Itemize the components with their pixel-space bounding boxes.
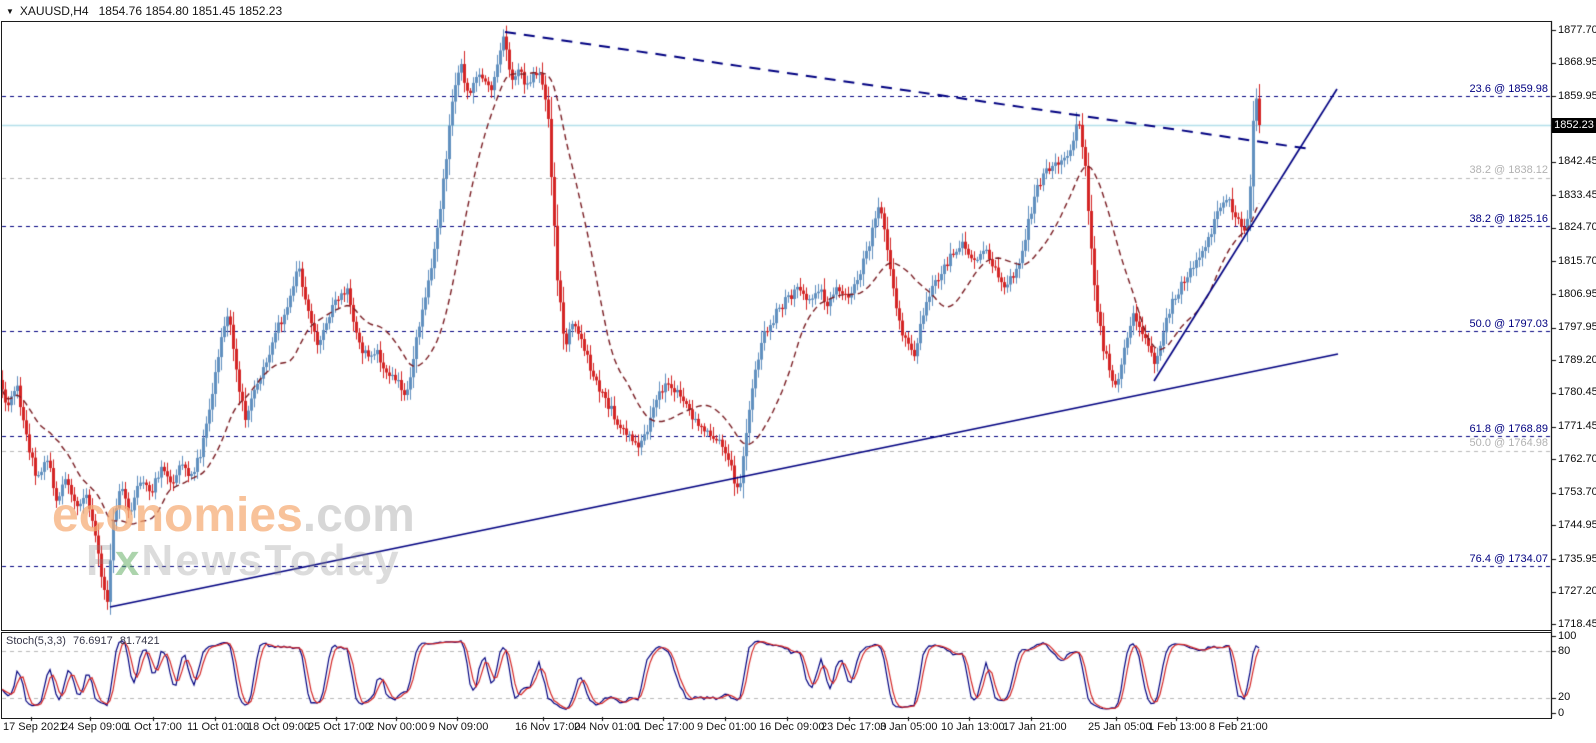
stoch-tick-label: 0 [1558,706,1565,719]
time-tick-label: 9 Dec 01:00 [697,721,757,733]
time-tick-label: 16 Nov 17:00 [515,721,581,733]
fib-level-label: 38.2 @ 1838.12 [1469,164,1548,177]
current-price-badge: 1852.23 [1552,117,1596,133]
time-tick-label: 25 Jan 05:00 [1088,721,1152,733]
time-tick-label: 24 Nov 01:00 [574,721,640,733]
price-tick-label: 1727.20 [1558,585,1596,598]
fib-level-label: 38.2 @ 1825.16 [1469,212,1548,225]
time-tick-label: 17 Sep 2021 [3,721,66,733]
time-tick-label: 1 Oct 17:00 [125,721,182,733]
symbol-timeframe-label: XAUUSD,H4 [19,4,89,18]
chart-title: ▼ XAUUSD,H4 1854.76 1854.80 1851.45 1852.2… [6,4,282,18]
time-tick-label: 9 Nov 09:00 [429,721,489,733]
price-tick-label: 1744.95 [1558,518,1596,531]
price-tick-label: 1815.70 [1558,254,1596,267]
price-tick-label: 1753.70 [1558,486,1596,499]
time-tick-label: 10 Jan 13:00 [941,721,1005,733]
fib-level-label: 50.0 @ 1764.98 [1469,437,1548,450]
time-tick-label: 18 Oct 09:00 [247,721,310,733]
time-tick-label: 25 Oct 17:00 [308,721,371,733]
price-tick-label: 1824.70 [1558,221,1596,234]
price-tick-label: 1718.45 [1558,617,1596,630]
time-tick-label: 16 Dec 09:00 [759,721,825,733]
time-tick-label: 17 Jan 21:00 [1003,721,1067,733]
time-tick-label: 23 Dec 17:00 [821,721,887,733]
price-tick-label: 1868.95 [1558,56,1596,69]
price-tick-label: 1797.95 [1558,321,1596,334]
price-tick-label: 1771.45 [1558,420,1596,433]
stoch-tick-label: 80 [1558,644,1571,657]
stochastic-d-value: 81.7421 [119,635,160,647]
price-tick-label: 1842.45 [1558,155,1596,168]
fib-level-label: 50.0 @ 1797.03 [1469,317,1548,330]
time-tick-label: 8 Feb 21:00 [1209,721,1268,733]
price-tick-label: 1806.95 [1558,287,1596,300]
collapse-triangle-icon[interactable]: ▼ [6,7,14,16]
time-tick-label: 24 Sep 09:00 [62,721,128,733]
fib-level-label: 76.4 @ 1734.07 [1469,552,1548,565]
time-tick-label: 1 Dec 17:00 [635,721,695,733]
fib-level-label: 23.6 @ 1859.98 [1469,82,1548,95]
stochastic-name: Stoch(5,3,3) [6,635,66,647]
price-tick-label: 1859.95 [1558,89,1596,102]
stoch-tick-label: 100 [1558,629,1577,642]
time-tick-label: 1 Feb 13:00 [1148,721,1207,733]
price-tick-label: 1789.20 [1558,353,1596,366]
stoch-tick-label: 20 [1558,691,1571,704]
price-tick-label: 1762.70 [1558,452,1596,465]
price-tick-label: 1780.45 [1558,386,1596,399]
stochastic-label: Stoch(5,3,3) 76.6917 81.7421 [6,635,164,647]
fib-level-label: 61.8 @ 1768.89 [1469,422,1548,435]
time-tick-label: 2 Nov 00:00 [368,721,428,733]
stochastic-k-value: 76.6917 [72,635,113,647]
price-tick-label: 1833.45 [1558,188,1596,201]
time-tick-label: 3 Jan 05:00 [880,721,938,733]
price-tick-label: 1735.95 [1558,552,1596,565]
time-tick-label: 11 Oct 01:00 [187,721,250,733]
price-tick-label: 1877.70 [1558,23,1596,36]
ohlc-values: 1854.76 1854.80 1851.45 1852.23 [98,4,283,18]
